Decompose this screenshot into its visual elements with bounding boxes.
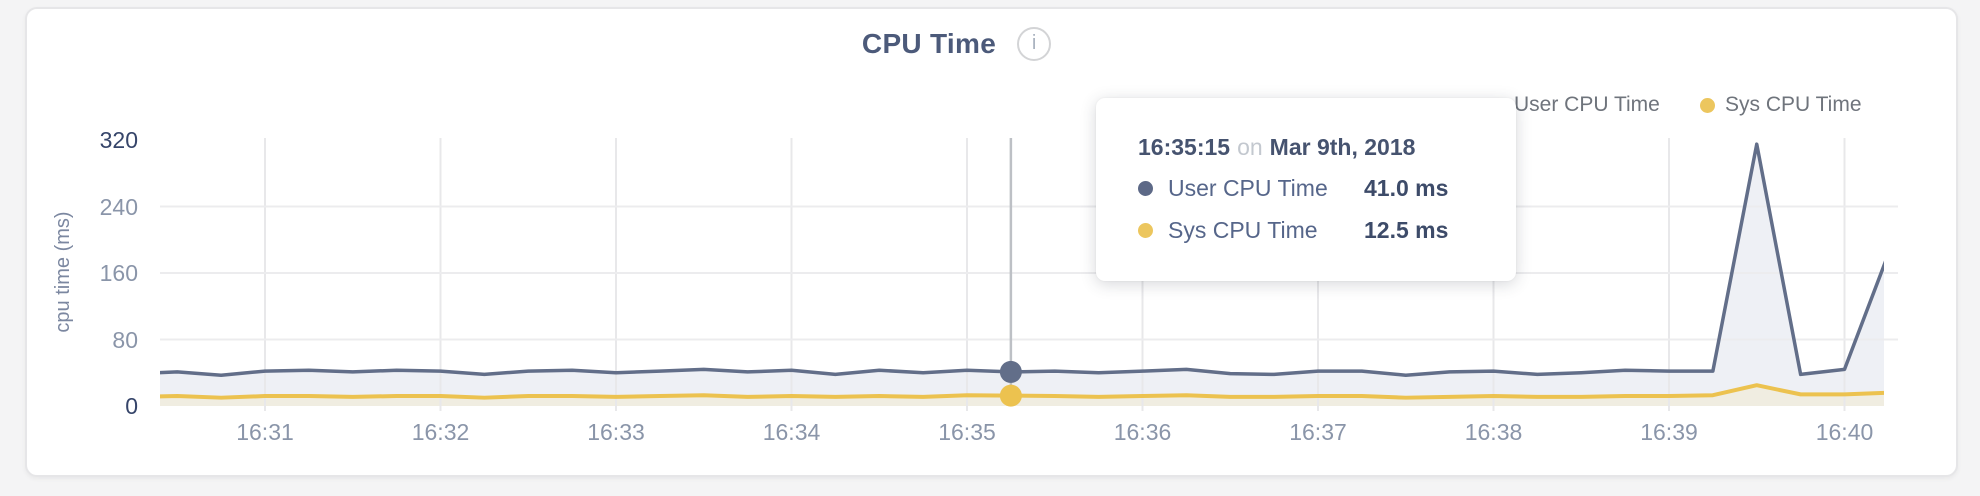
hover-tooltip: 16:35:15 on Mar 9th, 2018 User CPU Time 41…: [1096, 98, 1516, 281]
x-tick-label: 16:31: [236, 419, 294, 445]
x-tick-label: 16:33: [587, 419, 645, 445]
tooltip-time: 16:35:15: [1138, 134, 1231, 160]
tooltip-series-label: Sys CPU Time: [1168, 216, 1318, 243]
tooltip-series-value: 12.5 ms: [1364, 216, 1449, 243]
y-tick-label: 80: [112, 326, 138, 353]
x-tick-label: 16:32: [411, 419, 470, 445]
info-icon[interactable]: i: [1017, 27, 1052, 61]
x-tick-label: 16:40: [1815, 419, 1874, 445]
x-tick-label: 16:39: [1640, 419, 1698, 445]
legend-label: User CPU Time: [1514, 93, 1660, 116]
tooltip-row-sys: Sys CPU Time 12.5 ms: [1138, 214, 1490, 246]
chart-header: CPU Time i: [25, 27, 1958, 61]
y-tick-label: 240: [99, 193, 138, 220]
x-tick-label: 16:36: [1113, 419, 1172, 445]
chart-title: CPU Time: [861, 28, 997, 59]
tooltip-conjunction: on: [1237, 134, 1263, 160]
tooltip-series-label: User CPU Time: [1168, 174, 1328, 201]
x-tick-label: 16:34: [762, 419, 821, 445]
sys-series-dot-icon: [1700, 97, 1715, 113]
tooltip-sys-dot-icon: [1138, 222, 1153, 238]
tooltip-timestamp: 16:35:15 on Mar 9th, 2018: [1138, 132, 1490, 162]
x-tick-label: 16:37: [1289, 419, 1347, 445]
tooltip-series-value: 41.0 ms: [1364, 174, 1449, 201]
y-tick-label: 0: [125, 393, 138, 419]
legend-item-sys-cpu-time[interactable]: Sys CPU Time: [1700, 93, 1862, 117]
x-tick-label: 16:38: [1464, 419, 1523, 445]
x-tick-label: 16:35: [938, 419, 996, 445]
tooltip-user-dot-icon: [1138, 180, 1153, 196]
y-tick-label: 160: [99, 260, 138, 286]
tooltip-row-user: User CPU Time 41.0 ms: [1138, 172, 1490, 204]
legend-label: Sys CPU Time: [1725, 93, 1862, 116]
y-tick-label: 320: [99, 127, 138, 153]
tooltip-date: Mar 9th, 2018: [1269, 134, 1416, 160]
